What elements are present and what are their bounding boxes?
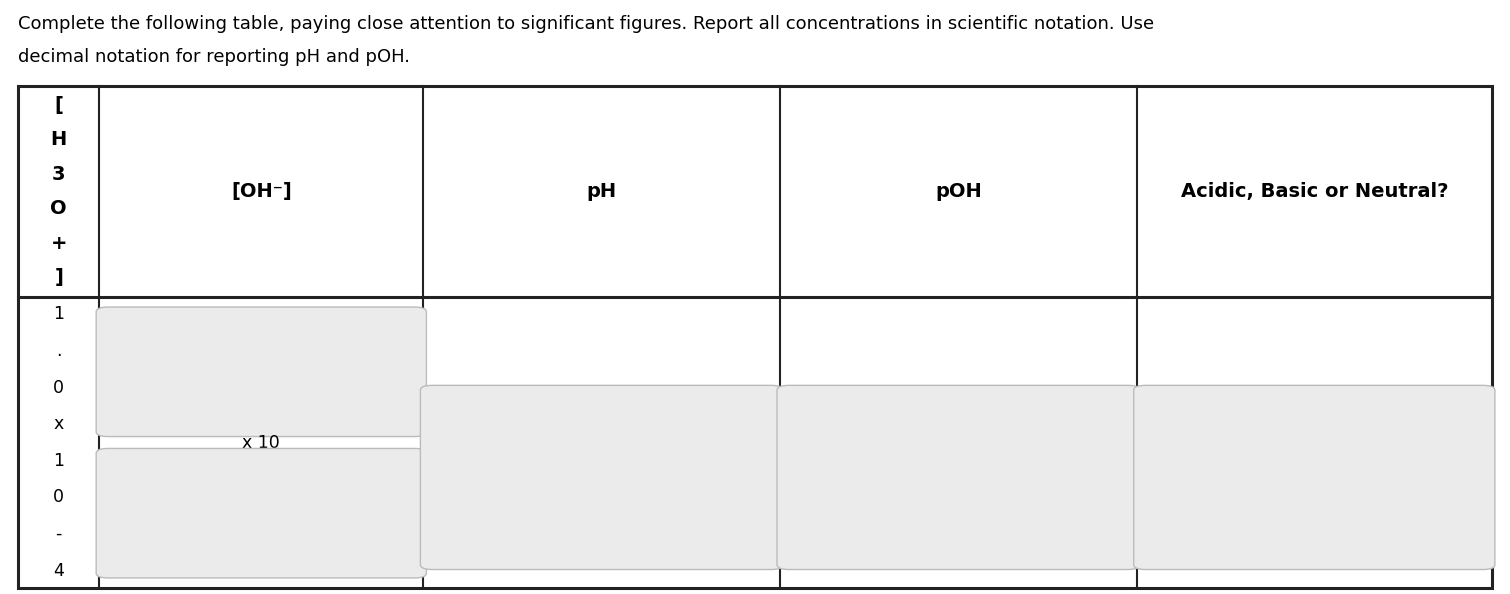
- Text: .: .: [56, 342, 62, 360]
- FancyBboxPatch shape: [97, 307, 426, 437]
- Text: 3: 3: [51, 165, 65, 184]
- Text: x: x: [53, 415, 63, 433]
- Text: 0: 0: [53, 488, 63, 507]
- Text: pH: pH: [587, 182, 616, 201]
- Text: 1: 1: [53, 452, 63, 470]
- Text: O: O: [50, 200, 66, 219]
- Text: decimal notation for reporting pH and pOH.: decimal notation for reporting pH and pO…: [18, 48, 411, 65]
- Text: [OH⁻]: [OH⁻]: [231, 182, 291, 201]
- Text: 1: 1: [53, 305, 63, 323]
- Text: -: -: [56, 525, 62, 543]
- FancyBboxPatch shape: [1134, 386, 1495, 570]
- FancyBboxPatch shape: [97, 448, 426, 578]
- FancyBboxPatch shape: [778, 386, 1140, 570]
- Text: x 10: x 10: [243, 434, 281, 451]
- FancyBboxPatch shape: [420, 386, 784, 570]
- Text: 0: 0: [53, 378, 63, 397]
- Text: H: H: [50, 130, 66, 149]
- Text: Acidic, Basic or Neutral?: Acidic, Basic or Neutral?: [1181, 182, 1448, 201]
- Text: 4: 4: [53, 561, 63, 580]
- Text: +: +: [50, 234, 66, 253]
- Text: Complete the following table, paying close attention to significant figures. Rep: Complete the following table, paying clo…: [18, 15, 1154, 33]
- Text: [: [: [54, 96, 63, 115]
- Text: pOH: pOH: [935, 182, 982, 201]
- Bar: [18, 86, 1492, 588]
- Text: ]: ]: [54, 268, 63, 287]
